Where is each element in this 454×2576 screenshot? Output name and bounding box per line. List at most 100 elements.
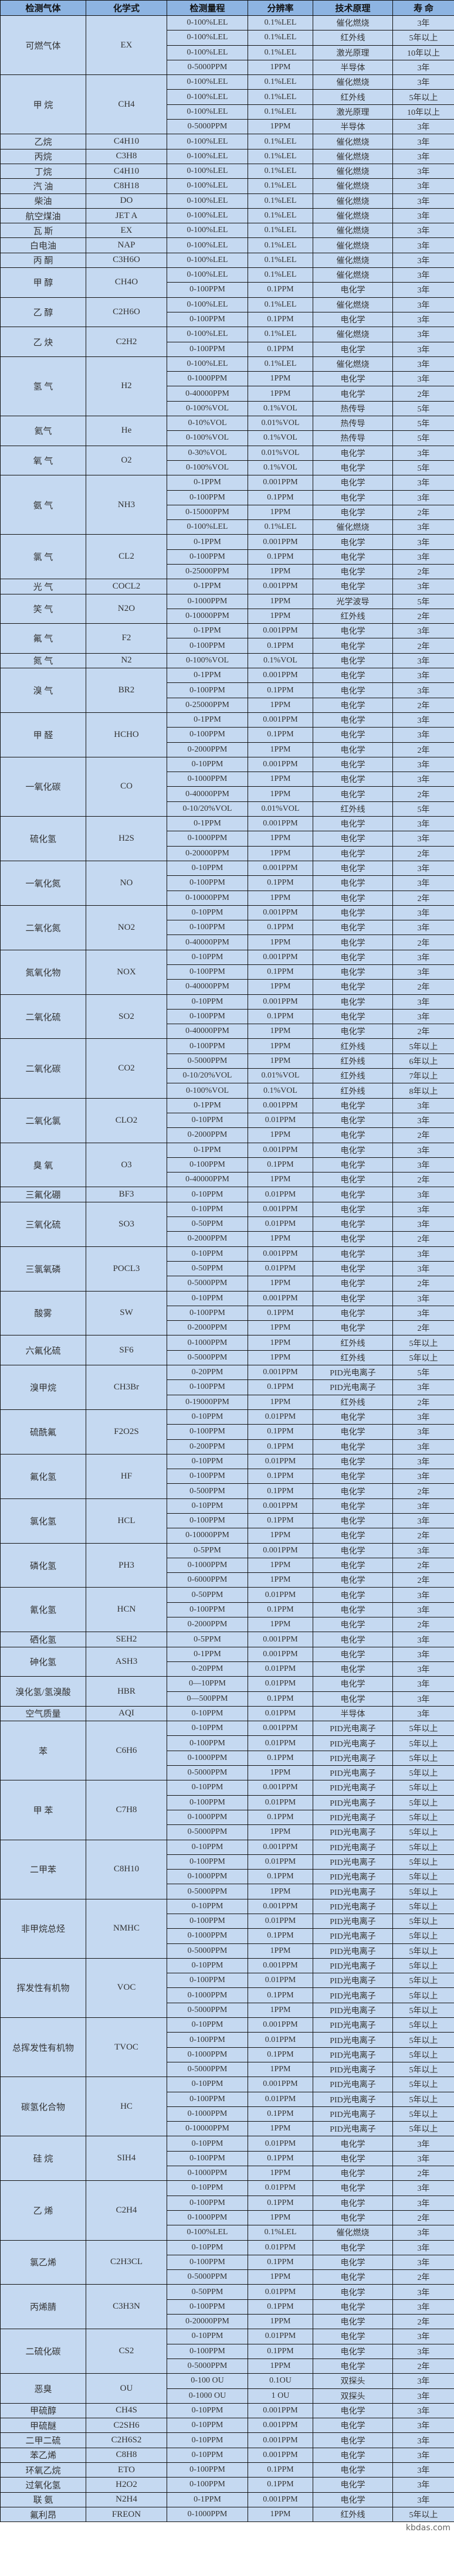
table-row: 氟利昂 FREON 0-1000PPM 1PPM 红外线 5年以上 [0, 2506, 454, 2523]
table-row: 0-100%VOL 0.1%VOL 热传导 5年 [1, 400, 454, 417]
lifespan-cell: 3年 [392, 163, 454, 179]
formula-cell: SF6 [86, 1335, 167, 1366]
range-cell: 0-10PPM [167, 1112, 248, 1129]
lifespan-cell: 3年 [392, 2239, 454, 2255]
range-cell: 0-10%VOL [167, 416, 248, 431]
lifespan-cell: 5年以上 [392, 30, 454, 46]
principle-cell: 电化学 [313, 1320, 393, 1336]
resolution-cell: 1PPM [248, 890, 313, 906]
principle-cell: 电化学 [313, 1097, 393, 1113]
table-row: 空气质量 AQI 0-10PPM 0.01PPM 半导体 3年 [0, 1705, 454, 1722]
lifespan-cell: 5年以上 [392, 2121, 454, 2137]
gas-name-cell: 乙 醇 [0, 297, 86, 328]
principle-cell: 电化学 [313, 2180, 393, 2196]
formula-cell: O2 [86, 445, 167, 476]
principle-cell: 电化学 [313, 2432, 393, 2448]
formula-cell: ETO [86, 2462, 167, 2478]
lifespan-cell: 3年 [392, 1112, 454, 1129]
resolution-cell: 0.001PPM [248, 2492, 313, 2507]
range-cell: 0-10000PPM [167, 2121, 248, 2137]
table-row: 0-100PPM 0.1PPM 电化学 2年 [1, 638, 454, 654]
range-cell: 0-5000PPM [167, 2002, 248, 2018]
range-cell: 0-100%LEL [167, 193, 248, 209]
range-cell: 0-10PPM [167, 1409, 248, 1425]
lifespan-cell: 5年以上 [392, 2032, 454, 2048]
resolution-cell: 0.1%LEL [248, 15, 313, 31]
resolution-cell: 0.001PPM [248, 1498, 313, 1514]
gas-name-cell: 过氧化氢 [0, 2477, 86, 2493]
principle-cell: 红外线 [313, 1350, 393, 1366]
range-cell: 0-25000PPM [167, 697, 248, 713]
principle-cell: 激光原理 [313, 104, 393, 120]
lifespan-cell: 3年 [392, 1097, 454, 1113]
range-cell: 0-10PPM [167, 2418, 248, 2434]
gas-name-cell: 臭 氧 [0, 1142, 86, 1188]
lifespan-cell: 3年 [392, 2343, 454, 2359]
range-cell: 0-2000PPM [167, 1231, 248, 1247]
lifespan-cell: 2年 [392, 2166, 454, 2181]
range-cell: 0-100PPM [167, 549, 248, 565]
lifespan-cell: 2年 [392, 1172, 454, 1188]
resolution-cell: 0.1%VOL [248, 653, 313, 669]
resolution-cell: 0.1%LEL [248, 45, 313, 60]
lifespan-cell: 3年 [392, 1513, 454, 1529]
formula-cell: NO2 [86, 905, 167, 950]
lifespan-cell: 3年 [392, 772, 454, 787]
resolution-cell: 0.01PPM [248, 1453, 313, 1470]
lifespan-cell: 3年 [392, 1157, 454, 1173]
principle-cell: 电化学 [313, 1409, 393, 1425]
principle-cell: 电化学 [313, 1439, 393, 1454]
resolution-cell: 0.1%LEL [248, 327, 313, 342]
principle-cell: 红外线 [313, 30, 393, 46]
table-row: 氯乙烯 C2H3CL 0-10PPM 0.01PPM 电化学 3年 [0, 2239, 454, 2285]
range-cell: 0-50PPM [167, 2284, 248, 2300]
resolution-cell: 1PPM [248, 1528, 313, 1544]
table-row: 0-40000PPM 1PPM 电化学 2年 [1, 786, 454, 802]
formula-cell: HF [86, 1453, 167, 1499]
table-row: 0-100PPM 0.1PPM 电化学 3年 [1, 2254, 454, 2271]
gas-name-cell: 汽 油 [0, 178, 86, 194]
range-cell: 0-10PPM [167, 1498, 248, 1514]
lifespan-cell: 2年 [392, 638, 454, 654]
formula-cell: NH3 [86, 475, 167, 535]
range-cell: 0-40000PPM [167, 386, 248, 402]
principle-cell: 电化学 [313, 1469, 393, 1484]
gas-name-cell: 二硫化碳 [0, 2329, 86, 2374]
formula-cell: C4H10 [86, 163, 167, 179]
formula-cell: HC [86, 2077, 167, 2137]
principle-cell: PID光电离子 [313, 1365, 393, 1381]
range-cell: 0-100%LEL [167, 134, 248, 149]
resolution-cell: 0.01PPM [248, 1216, 313, 1232]
lifespan-cell: 2年 [392, 2314, 454, 2330]
gas-sensor-spec-table: 检测气体 化学式 检测量程 分辨率 技术原理 寿 命 可燃气体 EX 0-100%L… [0, 0, 454, 2523]
lifespan-cell: 3年 [392, 994, 454, 1010]
range-cell: 0-50PPM [167, 1587, 248, 1603]
lifespan-cell: 5年以上 [392, 1038, 454, 1054]
resolution-cell: 1PPM [248, 1350, 313, 1366]
lifespan-cell: 3年 [392, 1469, 454, 1484]
principle-cell: 电化学 [313, 1024, 393, 1039]
principle-cell: 红外线 [313, 608, 393, 624]
gas-name-cell: 氰化氢 [0, 1587, 86, 1633]
gas-name-cell: 一氧化氮 [0, 860, 86, 906]
lifespan-cell: 5年以上 [392, 1958, 454, 1974]
principle-cell: 电化学 [313, 831, 393, 847]
principle-cell: PID光电离子 [313, 2106, 393, 2122]
resolution-cell: 0.1%LEL [248, 30, 313, 46]
range-cell: 0-25000PPM [167, 563, 248, 580]
range-cell: 0-1000PPM [167, 2166, 248, 2181]
table-row: 0-10000PPM 1PPM 电化学 2年 [1, 1528, 454, 1544]
lifespan-cell: 3年 [392, 1409, 454, 1425]
table-row: 0-10/20%VOL 0.01%VOL 红外线 5年 [1, 801, 454, 817]
principle-cell: 电化学 [313, 2477, 393, 2493]
formula-cell: COCL2 [86, 579, 167, 594]
table-row: 磷化氢 PH3 0-5PPM 0.001PPM 电化学 3年 [0, 1542, 454, 1588]
range-cell: 0-15000PPM [167, 504, 248, 521]
principle-cell: 电化学 [313, 2418, 393, 2434]
principle-cell: 电化学 [313, 875, 393, 891]
lifespan-cell: 3年 [392, 1498, 454, 1514]
resolution-cell: 0.1PPM [248, 1602, 313, 1618]
principle-cell: 电化学 [313, 1617, 393, 1633]
lifespan-cell: 3年 [392, 1008, 454, 1025]
table-row: 三氯氧磷 POCL3 0-10PPM 0.001PPM 电化学 3年 [0, 1246, 454, 1292]
